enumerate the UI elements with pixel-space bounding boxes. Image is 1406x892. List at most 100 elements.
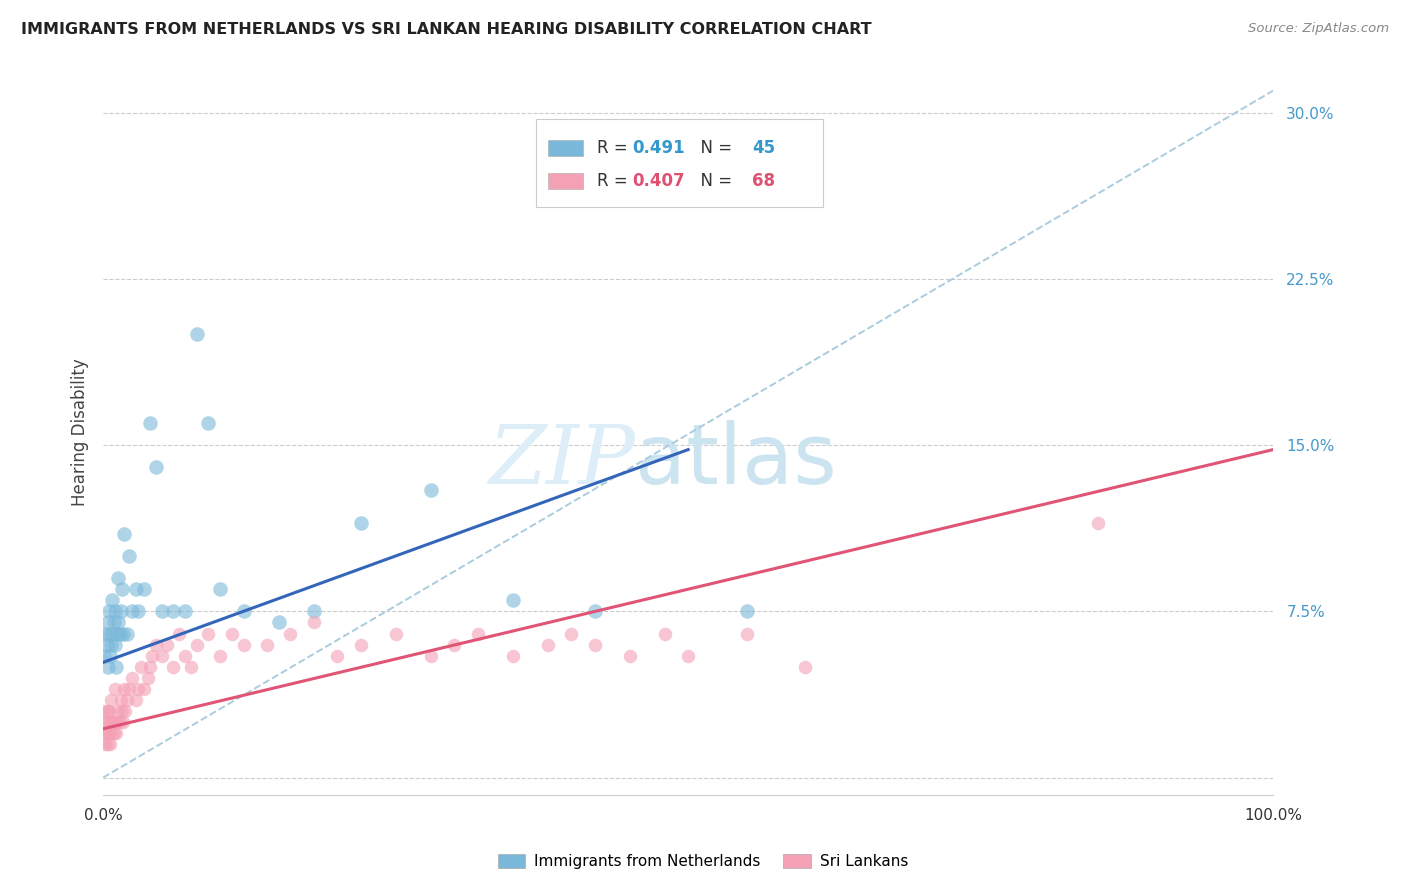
Point	[186, 638, 208, 652]
Point	[107, 571, 129, 585]
Point	[121, 671, 143, 685]
Point	[349, 516, 371, 530]
Point	[111, 582, 134, 597]
Point	[560, 626, 582, 640]
Point	[537, 638, 560, 652]
Point	[676, 648, 699, 663]
Point	[105, 660, 128, 674]
Point	[141, 648, 163, 663]
Point	[145, 638, 167, 652]
Point	[98, 648, 121, 663]
Point	[93, 704, 115, 718]
Point	[98, 626, 121, 640]
Point	[115, 693, 138, 707]
Point	[502, 593, 524, 607]
Point	[97, 615, 120, 630]
Point	[794, 660, 817, 674]
Point	[118, 549, 141, 563]
Point	[110, 693, 132, 707]
Point	[105, 726, 128, 740]
Point	[94, 715, 117, 730]
Point	[111, 626, 134, 640]
Point	[93, 726, 115, 740]
Text: 0.491: 0.491	[631, 139, 685, 158]
Point	[180, 660, 202, 674]
Text: R =: R =	[596, 172, 633, 190]
Point	[100, 726, 122, 740]
FancyBboxPatch shape	[548, 173, 583, 189]
Point	[502, 648, 524, 663]
Point	[94, 737, 117, 751]
Legend: Immigrants from Netherlands, Sri Lankans: Immigrants from Netherlands, Sri Lankans	[491, 848, 915, 875]
Point	[94, 626, 117, 640]
Point	[101, 593, 124, 607]
Point	[232, 638, 254, 652]
Point	[278, 626, 301, 640]
Point	[136, 671, 159, 685]
Point	[98, 704, 121, 718]
Point	[121, 604, 143, 618]
Point	[132, 582, 155, 597]
Point	[256, 638, 278, 652]
Point	[583, 604, 606, 618]
Point	[111, 715, 134, 730]
Point	[167, 626, 190, 640]
Point	[302, 604, 325, 618]
Point	[150, 648, 173, 663]
Point	[104, 638, 127, 652]
Point	[98, 604, 121, 618]
Point	[112, 526, 135, 541]
Point	[112, 681, 135, 696]
Point	[150, 604, 173, 618]
Point	[107, 704, 129, 718]
Point	[98, 737, 121, 751]
Point	[419, 483, 441, 497]
Point	[108, 715, 131, 730]
Point	[96, 715, 118, 730]
Text: atlas: atlas	[636, 420, 837, 501]
Text: N =: N =	[690, 172, 738, 190]
Point	[110, 604, 132, 618]
Point	[174, 604, 197, 618]
Point	[127, 681, 149, 696]
Point	[100, 638, 122, 652]
Point	[139, 416, 162, 430]
Point	[174, 648, 197, 663]
Point	[467, 626, 489, 640]
Point	[129, 660, 152, 674]
Point	[209, 582, 232, 597]
Point	[162, 604, 184, 618]
Point	[735, 626, 758, 640]
Point	[103, 726, 125, 740]
Point	[654, 626, 676, 640]
Point	[105, 715, 128, 730]
Text: IMMIGRANTS FROM NETHERLANDS VS SRI LANKAN HEARING DISABILITY CORRELATION CHART: IMMIGRANTS FROM NETHERLANDS VS SRI LANKA…	[21, 22, 872, 37]
Point	[384, 626, 406, 640]
Point	[118, 681, 141, 696]
Point	[108, 626, 131, 640]
Text: 45: 45	[752, 139, 776, 158]
Point	[96, 726, 118, 740]
Point	[114, 704, 136, 718]
Point	[107, 615, 129, 630]
Point	[96, 638, 118, 652]
Point	[267, 615, 290, 630]
Point	[162, 660, 184, 674]
Point	[98, 726, 121, 740]
Point	[209, 648, 232, 663]
Point	[125, 582, 148, 597]
Point	[105, 626, 128, 640]
Point	[101, 715, 124, 730]
Point	[619, 648, 641, 663]
Point	[443, 638, 465, 652]
Point	[111, 704, 134, 718]
Text: R =: R =	[596, 139, 633, 158]
Point	[302, 615, 325, 630]
Point	[98, 715, 121, 730]
Point	[145, 460, 167, 475]
Point	[97, 660, 120, 674]
Point	[197, 416, 219, 430]
Point	[197, 626, 219, 640]
FancyBboxPatch shape	[548, 140, 583, 156]
Point	[97, 704, 120, 718]
